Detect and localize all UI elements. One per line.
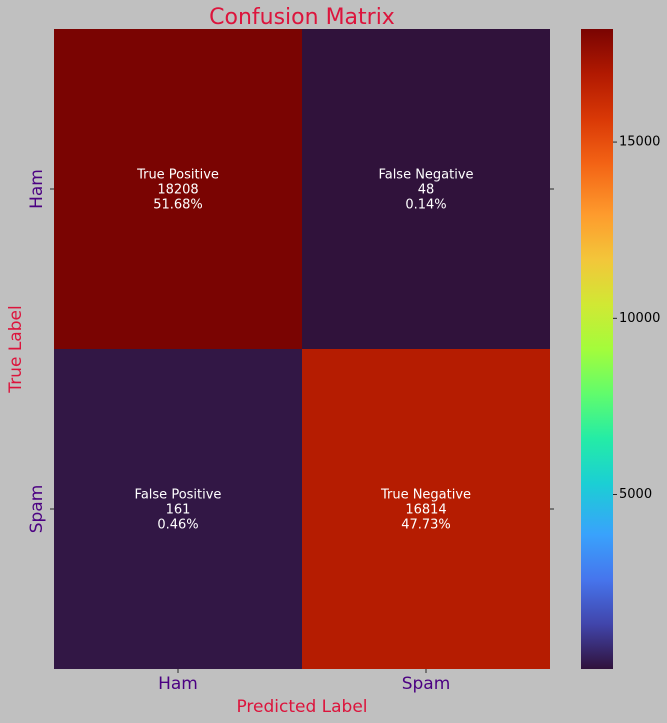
- cell-percent-false-negative: 0.14%: [405, 198, 446, 213]
- x-axis-label: Predicted Label: [236, 697, 367, 717]
- cell-percent-true-positive: 51.68%: [153, 198, 203, 213]
- x-tick-label-ham: Ham: [158, 674, 198, 694]
- x-tick-label-spam: Spam: [402, 674, 451, 694]
- colorbar-tick-label-5000: 5000: [619, 487, 652, 502]
- y-axis-label: True Label: [6, 305, 26, 393]
- chart-title: Confusion Matrix: [209, 5, 395, 30]
- cell-value-false-positive: 161: [166, 503, 191, 518]
- y-tick-label-spam: Spam: [27, 485, 47, 534]
- colorbar: [581, 29, 613, 669]
- heatmap-cells: [54, 29, 550, 669]
- cell-value-true-positive: 18208: [157, 183, 198, 198]
- cell-name-false-negative: False Negative: [378, 168, 473, 183]
- cell-percent-true-negative: 47.73%: [401, 518, 451, 533]
- cell-value-true-negative: 16814: [405, 503, 446, 518]
- heatmap-cell-false-negative: [302, 29, 550, 349]
- y-tick-label-ham: Ham: [27, 169, 47, 209]
- cell-value-false-negative: 48: [418, 183, 435, 198]
- heatmap-cell-true-positive: [54, 29, 302, 349]
- cell-name-true-negative: True Negative: [380, 488, 471, 503]
- cell-name-true-positive: True Positive: [136, 168, 219, 183]
- heatmap-cell-true-negative: [302, 349, 550, 669]
- cell-name-false-positive: False Positive: [135, 488, 222, 503]
- cell-percent-false-positive: 0.46%: [157, 518, 198, 533]
- colorbar-tick-label-15000: 15000: [619, 135, 660, 150]
- heatmap-cell-false-positive: [54, 349, 302, 669]
- colorbar-ticks: 5000 10000 15000: [613, 135, 660, 502]
- axis-ticks: Ham Spam Ham Spam: [27, 169, 554, 694]
- colorbar-tick-label-10000: 10000: [619, 311, 660, 326]
